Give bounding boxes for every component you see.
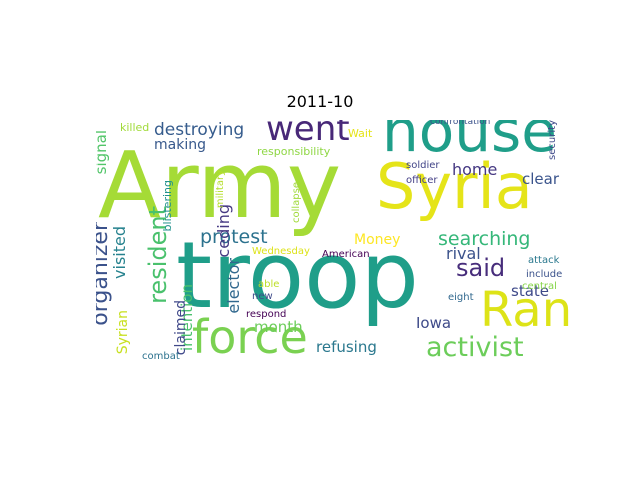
word-american: American — [322, 249, 370, 260]
word-clear: clear — [522, 170, 560, 188]
word-protest: protest — [200, 226, 268, 248]
word-state: state — [511, 282, 549, 300]
word-money: Money — [354, 232, 401, 248]
word-making: making — [154, 137, 206, 153]
word-officer: officer — [406, 175, 438, 186]
word-elector: elector — [224, 258, 243, 314]
figure-title: 2011-10 — [286, 92, 354, 111]
word-eight: eight — [448, 292, 474, 303]
word-wednesday: Wednesday — [252, 246, 310, 257]
word-rival: rival — [446, 244, 481, 263]
word-went: went — [266, 120, 350, 149]
word-blistering: blistering — [161, 180, 174, 232]
word-syrian: Syrian — [115, 310, 131, 355]
word-ran: Ran — [480, 282, 573, 338]
word-refusing: refusing — [316, 338, 377, 356]
word-army: Army — [98, 132, 342, 239]
word-respond: respond — [246, 309, 287, 320]
word-collapse: collapse — [291, 182, 302, 224]
word-force: force — [192, 310, 308, 364]
word-syria: Syria — [376, 150, 533, 223]
word-attack: attack — [528, 255, 560, 266]
word-able: able — [258, 279, 280, 290]
word-combat: combat — [142, 351, 180, 362]
word-killed: killed — [120, 121, 150, 134]
word-soldier: soldier — [406, 160, 440, 171]
word-troop: troop — [176, 222, 419, 329]
word-destroying: destroying — [154, 120, 245, 140]
word-claimed: claimed — [173, 300, 189, 356]
word-include: include — [526, 269, 563, 280]
word-signal: signal — [96, 130, 110, 175]
word-iowa: Iowa — [416, 314, 452, 332]
word-confrontation: confrontation — [430, 120, 491, 127]
word-said: said — [456, 254, 506, 282]
word-central: central — [522, 281, 557, 292]
word-visited: visited — [110, 226, 129, 279]
word-home: home — [452, 160, 498, 179]
word-responsibility: responsibility — [257, 145, 331, 158]
word-wait: Wait — [348, 127, 373, 140]
word-military: military — [215, 170, 226, 209]
word-security: security — [547, 120, 558, 160]
word-month: month — [254, 318, 303, 336]
word-searching: searching — [438, 228, 531, 250]
word-activist: activist — [426, 332, 524, 363]
word-cloud: Army troop house Syria Ran force activis… — [96, 120, 584, 364]
word-house: house — [382, 120, 557, 165]
word-new: new — [252, 291, 273, 302]
word-ceding: ceding — [214, 204, 233, 258]
